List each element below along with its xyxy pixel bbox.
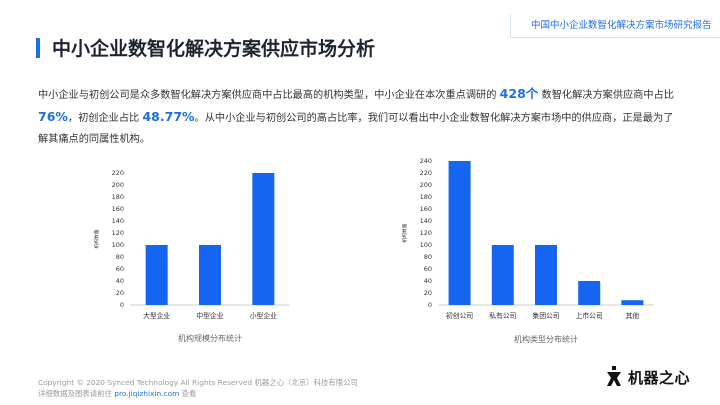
page-title: 中小企业数智化解决方案供应市场分析 <box>52 38 376 60</box>
summary-text-1: 中小企业与初创公司是众多数智化解决方案供应商中占比最高的机构类型，中小企业在本次… <box>38 90 500 101</box>
y-tick-label: 180 <box>112 193 124 201</box>
footer-more-line: 详细数据及图表请前往 pro.jiqizhixin.com 查看 <box>38 388 358 399</box>
category-label: 其他 <box>626 311 640 320</box>
y-tick-label: 220 <box>420 169 432 177</box>
y-tick-label: 60 <box>116 265 124 273</box>
copyright-text: Copyright © 2020 Synced Technology All R… <box>38 378 358 387</box>
y-tick-label: 120 <box>420 229 432 237</box>
bar-2 <box>535 245 557 305</box>
y-tick-label: 40 <box>424 277 432 285</box>
y-tick-label: 40 <box>116 277 124 285</box>
y-tick-label: 240 <box>420 157 432 165</box>
y-tick-label: 160 <box>420 205 432 213</box>
category-label: 中型企业 <box>196 311 223 320</box>
category-label: 小型企业 <box>250 311 277 320</box>
bar-0 <box>448 161 471 305</box>
org-type-bar-chart: 机构数量 0 20 40 60 80 100 120 140 160 180 200 220 240 初创公… <box>392 152 662 345</box>
title-accent-bar <box>36 38 40 58</box>
org-type-chart-svg: 机构数量 0 20 40 60 80 100 120 140 160 180 200 220 240 初创公… <box>401 157 654 344</box>
bar-1 <box>491 245 514 305</box>
org-size-chart-svg: 机构数量 0 20 40 60 80 100 120 140 160 180 200 220 大型企业 中型… <box>93 169 290 343</box>
category-label: 初创公司 <box>446 311 473 320</box>
y-tick-label: 220 <box>112 169 124 177</box>
category-label: 集团公司 <box>532 311 559 320</box>
summary-text-2: 数智化解决方案供应商中占比 <box>538 90 674 101</box>
y-axis-label: 机构数量 <box>401 223 408 242</box>
robot-logo-icon <box>605 366 623 388</box>
y-axis-label: 机构数量 <box>93 229 100 248</box>
bar-3 <box>578 281 601 305</box>
y-tick-label: 160 <box>112 205 124 213</box>
highlight-sme-share: 76% <box>38 109 68 124</box>
category-label: 上市公司 <box>576 311 603 320</box>
y-tick-label: 180 <box>420 193 432 201</box>
y-tick-label: 20 <box>116 289 124 297</box>
footer-more-suffix: 查看 <box>179 389 197 398</box>
y-tick-label: 0 <box>120 301 124 309</box>
category-label: 大型企业 <box>143 311 170 320</box>
y-tick-label: 20 <box>424 289 432 297</box>
bar-4 <box>621 300 644 305</box>
y-tick-label: 200 <box>420 181 432 189</box>
logo-text: 机器之心 <box>627 368 690 387</box>
y-tick-label: 60 <box>424 265 432 273</box>
y-tick-label: 80 <box>116 253 124 261</box>
summary-text-4: 。从中小企业与初创公司的高占比率，我们可以看出中小企业数智化解决方案市场中的供应… <box>38 113 674 145</box>
footer-link[interactable]: pro.jiqizhixin.com <box>114 389 180 398</box>
x-axis-title: 机构类型分布统计 <box>514 334 578 344</box>
y-tick-label: 120 <box>112 229 124 237</box>
bar-1 <box>199 245 221 305</box>
y-tick-label: 100 <box>420 241 432 249</box>
x-axis-title: 机构规模分布统计 <box>178 333 242 343</box>
footer-more-prefix: 详细数据及图表请前往 <box>38 389 115 398</box>
summary-paragraph: 中小企业与初创公司是众多数智化解决方案供应商中占比最高的机构类型，中小企业在本次… <box>38 83 683 150</box>
y-tick-label: 140 <box>112 217 124 225</box>
bar-0 <box>145 245 168 305</box>
highlight-startup-share: 48.77% <box>142 109 195 124</box>
y-tick-label: 140 <box>420 217 432 225</box>
y-tick-label: 200 <box>112 181 124 189</box>
report-tag: 中国中小企业数智化解决方案市场研究报告 <box>510 14 720 38</box>
summary-text-3: ，初创企业占比 <box>67 113 143 124</box>
y-tick-label: 0 <box>428 301 432 309</box>
brand-logo: 机器之心 <box>605 366 690 388</box>
y-tick-label: 100 <box>112 241 124 249</box>
highlight-supplier-count: 428个 <box>499 86 539 101</box>
footer: Copyright © 2020 Synced Technology All R… <box>38 377 358 399</box>
y-tick-label: 80 <box>424 253 432 261</box>
org-size-bar-chart: 机构数量 0 20 40 60 80 100 120 140 160 180 200 220 大型企业 中型… <box>88 160 328 345</box>
bar-2 <box>252 173 275 305</box>
category-label: 私有公司 <box>489 311 516 320</box>
